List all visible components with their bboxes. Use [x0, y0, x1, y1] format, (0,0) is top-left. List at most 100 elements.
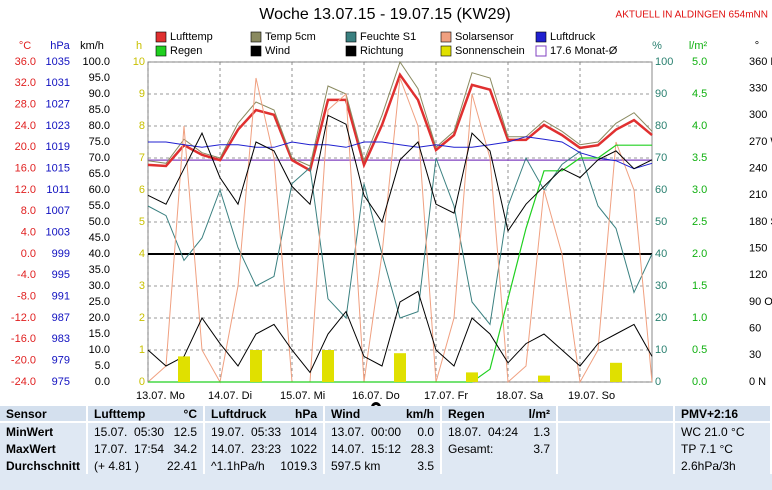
y-tick-label: 90 O — [749, 296, 772, 308]
legend-swatch — [345, 45, 357, 57]
cell-text: ^1.1hPa/h — [211, 458, 265, 473]
table-cell: Regen l/m² — [442, 406, 558, 423]
y-tick-label: 4.5 — [692, 88, 707, 100]
cell-text: 28.3 — [410, 441, 434, 456]
axis-unit: km/h — [80, 40, 104, 52]
y-tick-label: 45.0 — [89, 232, 110, 244]
cell-text: MinWert — [6, 424, 54, 439]
table-cell: 14.07. 23:23 1022 — [205, 440, 325, 457]
cell-text: km/h — [405, 406, 434, 421]
y-tick-label: 987 — [52, 312, 70, 324]
cell-text: 1.3 — [533, 424, 550, 439]
x-tick-label: 19.07. So — [568, 390, 615, 402]
y-tick-label: 3.5 — [692, 152, 707, 164]
chart: Woche 13.07.15 - 19.07.15 (KW29) AKTUELL… — [11, 6, 772, 406]
table-cell: Durchschnitt — [0, 457, 88, 474]
y-tick-label: 75.0 — [89, 136, 110, 148]
table-cell: PMV+2:16 — [675, 406, 772, 423]
y-tick-label: 5.0 — [692, 56, 707, 68]
cell-text: l/m² — [528, 406, 550, 421]
y-tick-label: 24.0 — [15, 120, 36, 132]
y-tick-label: 50.0 — [89, 216, 110, 228]
y-tick-label: 15.0 — [89, 328, 110, 340]
cell-text: Gesamt: — [448, 441, 494, 456]
now-marker-dot — [374, 405, 378, 406]
cell-text: 1022 — [290, 441, 317, 456]
y-tick-label: 30 — [749, 349, 761, 361]
y-tick-label: 240 — [749, 163, 767, 175]
axis-unit: h — [136, 40, 142, 52]
x-tick-label: 14.07. Di — [208, 390, 252, 402]
y-tick-label: 0.0 — [95, 376, 110, 388]
y-tick-label: 150 — [749, 243, 767, 255]
y-tick-label: 210 — [749, 189, 767, 201]
series-line — [148, 136, 653, 170]
x-tick-label: 15.07. Mi — [280, 390, 325, 402]
y-tick-label: 20.0 — [89, 312, 110, 324]
cell-text: Durchschnitt — [6, 458, 81, 473]
y-tick-label: -12.0 — [11, 312, 36, 324]
table-cell: 597.5 km 3.5 — [325, 457, 442, 474]
sunshine-bar — [394, 353, 406, 382]
x-tick-label: 13.07. Mo — [136, 390, 185, 402]
cell-text: Lufttemp — [94, 406, 146, 421]
cell-text: 15.07. 05:30 — [94, 424, 165, 439]
y-tick-label: 80.0 — [89, 120, 110, 132]
sunshine-bar — [178, 356, 190, 382]
y-tick-label: 65.0 — [89, 168, 110, 180]
legend-label: Feuchte S1 — [360, 31, 416, 43]
cell-text: Sensor — [6, 406, 47, 421]
sunshine-bar — [538, 375, 550, 382]
y-tick-label: 60 — [749, 323, 761, 335]
y-tick-label: 1019 — [46, 141, 70, 153]
cell-text: MaxWert — [6, 441, 56, 456]
y-tick-label: 35.0 — [89, 264, 110, 276]
table-cell: MaxWert — [0, 440, 88, 457]
y-tick-label: 995 — [52, 269, 70, 281]
y-tick-label: 300 — [749, 109, 767, 121]
y-tick-label: 1011 — [46, 184, 70, 196]
table-cell: Gesamt: 3.7 — [442, 440, 558, 457]
y-tick-label: 5 — [139, 216, 145, 228]
series-line — [147, 290, 653, 374]
y-tick-label: 85.0 — [89, 104, 110, 116]
y-tick-label: 70.0 — [89, 152, 110, 164]
y-tick-label: 0 N — [749, 376, 766, 388]
y-tick-label: 991 — [52, 291, 70, 303]
cell-text: 18.07. 04:24 — [448, 424, 519, 439]
table-cell: 15.07. 05:30 12.5 — [88, 423, 205, 440]
y-tick-label: 100 — [655, 56, 673, 68]
cell-text: 14.07. 15:12 — [331, 441, 402, 456]
summary-table: Sensor Lufttemp °C Luftdruck hPa Wind km/h Rege… — [0, 406, 772, 490]
x-tick-label: 18.07. Sa — [496, 390, 544, 402]
table-cell: 19.07. 05:33 1014 — [205, 423, 325, 440]
now-marker — [371, 402, 381, 406]
table-cell — [558, 457, 675, 474]
y-tick-label: 1003 — [46, 227, 70, 239]
table-cell: Lufttemp °C — [88, 406, 205, 423]
cell-text: 22.41 — [166, 458, 197, 473]
cell-text: Luftdruck — [211, 406, 267, 421]
y-tick-label: 70 — [655, 152, 667, 164]
y-tick-label: 1035 — [46, 56, 70, 68]
y-tick-label: 25.0 — [89, 296, 110, 308]
y-tick-label: 330 — [749, 83, 767, 95]
legend-swatch — [535, 31, 547, 43]
y-tick-label: 1015 — [46, 163, 70, 175]
y-tick-label: -4.0 — [17, 269, 36, 281]
y-tick-label: 1 — [139, 344, 145, 356]
y-tick-label: 999 — [52, 248, 70, 260]
series-line — [147, 72, 653, 173]
y-tick-label: 60.0 — [89, 184, 110, 196]
y-tick-label: 90 — [655, 88, 667, 100]
table-cell: (+ 4.81 ) 22.41 — [88, 457, 205, 474]
cell-text: 17.07. 17:54 — [94, 441, 165, 456]
legend-swatch — [250, 31, 262, 43]
y-tick-label: 979 — [52, 355, 70, 367]
y-tick-label: 1023 — [46, 120, 70, 132]
table-cell: ^1.1hPa/h 1019.3 — [205, 457, 325, 474]
y-tick-label: 10 — [655, 344, 667, 356]
y-tick-label: 36.0 — [15, 56, 36, 68]
y-tick-label: 2.0 — [692, 248, 707, 260]
y-tick-label: 4.0 — [692, 120, 707, 132]
